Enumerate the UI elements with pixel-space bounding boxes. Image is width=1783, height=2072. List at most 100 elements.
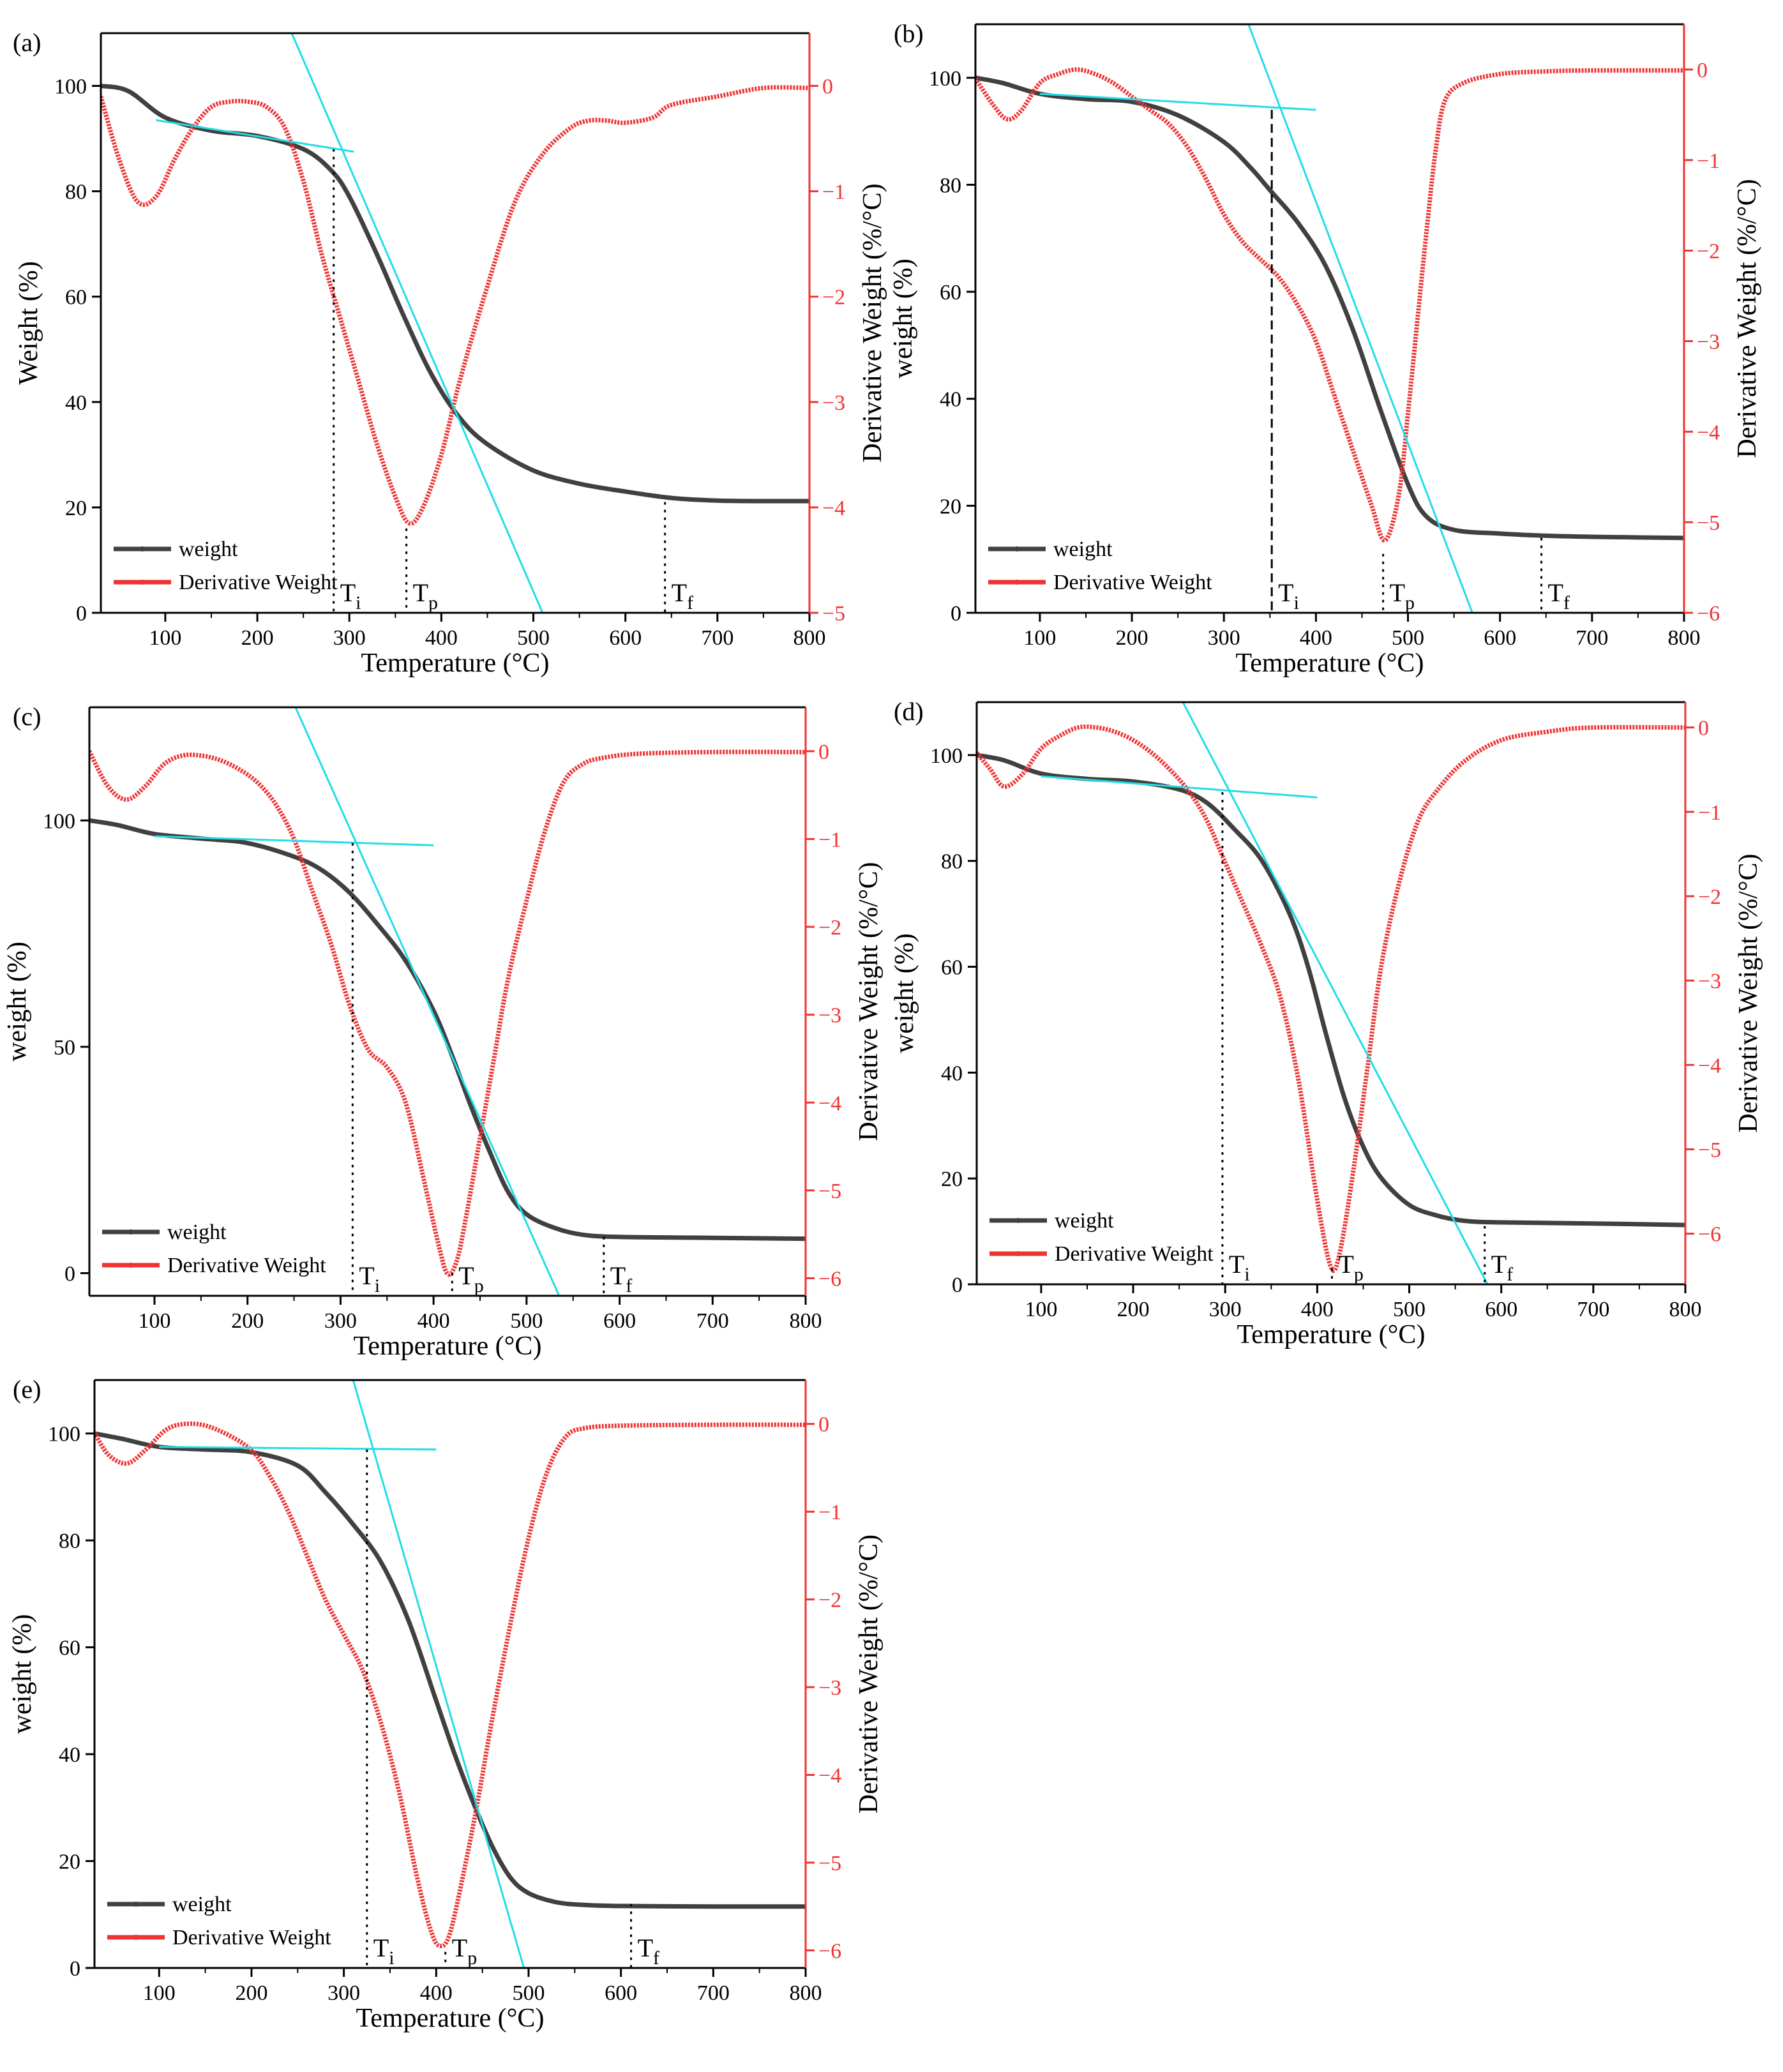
y2-tick-label: 0 <box>818 1413 829 1437</box>
x-tick-label: 600 <box>1485 1298 1517 1321</box>
plot-area <box>101 33 809 613</box>
x-tick-label: 300 <box>1208 626 1240 650</box>
y2-tick-label: −1 <box>1698 801 1721 825</box>
marker-label-ti: Ti <box>1278 578 1299 613</box>
y2-tick-label: −5 <box>1697 511 1720 535</box>
legend-label-derivative: Derivative Weight <box>1055 1242 1214 1266</box>
y2-tick-label: −5 <box>818 1180 841 1203</box>
panel-c: (c) Ti Tp Tf 100 200 300 400 500 600 700 800 0 50 100 −… <box>3 702 884 1361</box>
x-tick-label: 300 <box>327 1981 360 2005</box>
series-tangent-baseline <box>159 1446 437 1451</box>
y-tick-label: 0 <box>64 1263 75 1286</box>
x-tick-label: 700 <box>701 626 734 650</box>
y2-tick-label: −4 <box>818 1764 841 1788</box>
x-tick-label: 800 <box>1669 1298 1702 1321</box>
y-axis-title: Weight (%) <box>14 261 43 385</box>
x-tick-label: 700 <box>1577 1298 1609 1321</box>
panel-label: (c) <box>13 702 41 731</box>
y2-tick-label: −5 <box>1698 1139 1721 1162</box>
legend-label-weight: weight <box>1055 1209 1114 1233</box>
y-tick-label: 20 <box>940 495 961 518</box>
x-tick-label: 200 <box>1116 626 1148 650</box>
marker-label-ti: Ti <box>359 1261 380 1296</box>
x-tick-label: 100 <box>1025 1298 1057 1321</box>
marker-label-ti: Ti <box>340 578 361 613</box>
x-tick-label: 500 <box>1392 626 1424 650</box>
y2-tick-label: −4 <box>1697 421 1720 444</box>
series-weight <box>89 818 806 1242</box>
series-tangent-slope <box>290 33 544 613</box>
series-tangent-baseline <box>156 119 354 153</box>
y-tick-label: 60 <box>59 1637 80 1660</box>
legend-label-weight: weight <box>179 537 238 561</box>
y-tick-label: 100 <box>54 75 87 99</box>
y2-tick-label: −6 <box>818 1267 841 1291</box>
plot-area <box>975 24 1684 613</box>
plot-area <box>89 707 806 1296</box>
y-tick-label: 100 <box>930 744 963 768</box>
legend-marker-derivative <box>128 1263 133 1268</box>
x-tick-label: 400 <box>1301 1298 1334 1321</box>
y2-tick-label: −6 <box>1697 602 1720 626</box>
legend-marker-weight <box>128 1229 133 1235</box>
series-derivative-weight <box>89 749 806 1277</box>
y-tick-label: 0 <box>952 1273 963 1297</box>
y2-tick-label: −1 <box>1697 149 1720 173</box>
x-tick-label: 400 <box>420 1981 453 2005</box>
legend: weight Derivative Weight <box>114 537 338 594</box>
x-tick-label: 700 <box>696 1309 729 1333</box>
legend: weight Derivative Weight <box>989 1209 1214 1266</box>
y-tick-label: 40 <box>940 388 961 412</box>
y-tick-label: 0 <box>951 602 961 626</box>
x-tick-label: 200 <box>1117 1298 1150 1321</box>
y2-tick-label: −5 <box>822 602 845 626</box>
series-tangent-slope <box>1182 702 1489 1284</box>
series-tangent-baseline <box>1039 93 1316 111</box>
y2-tick-label: −4 <box>822 497 845 520</box>
y-tick-label: 20 <box>59 1851 80 1874</box>
series-derivative-weight <box>975 67 1684 543</box>
y2-tick-label: −5 <box>818 1852 841 1875</box>
y2-tick-label: 0 <box>822 75 833 99</box>
legend: weight Derivative Weight <box>107 1893 331 1949</box>
y-tick-label: 60 <box>941 956 963 980</box>
series-tangent-baseline <box>154 835 434 846</box>
panel-label: (a) <box>13 28 41 57</box>
legend-label-weight: weight <box>172 1893 232 1916</box>
y-tick-label: 20 <box>65 497 87 520</box>
y-axis-title: weight (%) <box>889 259 918 379</box>
marker-label-tp: Tp <box>458 1261 483 1296</box>
x-tick-label: 600 <box>1484 626 1516 650</box>
marker-label-tp: Tp <box>413 578 438 613</box>
y-tick-label: 60 <box>65 286 87 310</box>
y-tick-label: 100 <box>43 809 75 833</box>
x-tick-label: 300 <box>333 626 366 650</box>
y-tick-label: 40 <box>59 1743 80 1767</box>
y-axis-title: weight (%) <box>8 1614 37 1734</box>
series-tangent-slope <box>1247 24 1473 613</box>
y2-tick-label: −4 <box>1698 1054 1721 1077</box>
x-axis-title: Temperature (°C) <box>1236 649 1424 678</box>
marker-label-tf: Tf <box>1548 578 1570 613</box>
plot-area <box>94 1380 806 1968</box>
y2-tick-label: −3 <box>1697 330 1720 354</box>
y2-axis-title: Derivative Weight (%/°C) <box>1734 853 1763 1132</box>
x-tick-label: 400 <box>1300 626 1332 650</box>
legend-marker-weight <box>140 546 145 552</box>
series-weight <box>977 753 1685 1227</box>
legend-marker-derivative <box>140 580 145 585</box>
y2-axis-title: Derivative Weight (%/°C) <box>1733 179 1762 458</box>
y-tick-label: 50 <box>54 1036 75 1060</box>
legend-marker-weight <box>1016 1218 1021 1223</box>
x-tick-label: 200 <box>231 1309 264 1333</box>
y2-axis-title: Derivative Weight (%/°C) <box>854 1535 884 1813</box>
legend-label-weight: weight <box>1053 537 1113 561</box>
y2-tick-label: 0 <box>1698 717 1709 740</box>
x-tick-label: 800 <box>1668 626 1701 650</box>
x-tick-label: 700 <box>1576 626 1608 650</box>
legend-label-derivative: Derivative Weight <box>179 571 338 594</box>
x-tick-label: 100 <box>1023 626 1056 650</box>
y-tick-label: 40 <box>65 391 87 415</box>
